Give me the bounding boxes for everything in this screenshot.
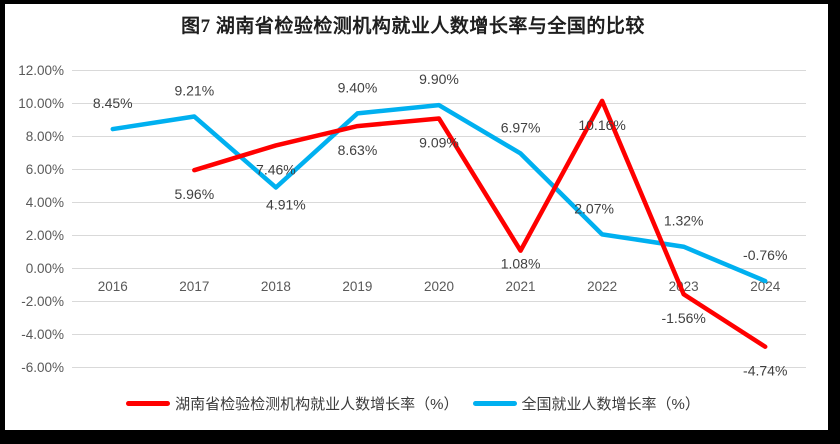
y-tick-label: 4.00% — [26, 195, 64, 210]
series-line-0 — [192, 98, 768, 349]
data-label: 9.21% — [174, 83, 214, 99]
y-tick-label: 6.00% — [26, 162, 64, 177]
x-tick-label: 2024 — [750, 279, 781, 294]
legend-item-hunan: 湖南省检验检测机构就业人数增长率（%） — [126, 393, 459, 414]
data-label: 6.97% — [501, 119, 541, 135]
y-tick-label: 12.00% — [18, 63, 64, 78]
y-tick-label: 2.00% — [26, 228, 64, 243]
data-label: 9.40% — [338, 79, 378, 95]
data-label: 8.45% — [93, 95, 133, 111]
data-label: 4.91% — [266, 196, 306, 212]
chart-title: 图7 湖南省检验检测机构就业人数增长率与全国的比较 — [181, 16, 645, 37]
data-label: 7.46% — [256, 161, 296, 177]
y-tick-label: -6.00% — [21, 360, 64, 375]
x-tick-label: 2022 — [587, 279, 617, 294]
data-label: 9.90% — [419, 71, 459, 87]
x-tick-label: 2023 — [669, 279, 699, 294]
legend-label-national: 全国就业人数增长率（%） — [521, 396, 700, 413]
data-label: 9.09% — [419, 135, 459, 151]
data-label: 1.32% — [664, 213, 704, 229]
data-label: 8.63% — [338, 142, 378, 158]
x-tick-label: 2019 — [342, 279, 372, 294]
data-label: 1.08% — [501, 256, 541, 272]
x-tick-label: 2020 — [424, 279, 454, 294]
y-tick-label: 10.00% — [18, 96, 64, 111]
series-line-1 — [110, 102, 768, 284]
data-label: -4.74% — [743, 363, 787, 379]
photo-border-bottom — [0, 430, 840, 444]
y-tick-label: 0.00% — [26, 261, 64, 276]
x-tick-label: 2021 — [506, 279, 536, 294]
y-tick-label: -2.00% — [21, 294, 64, 309]
data-label: 2.07% — [574, 200, 614, 216]
photo-border-top — [0, 0, 840, 4]
x-tick-label: 2017 — [179, 279, 209, 294]
x-tick-label: 2016 — [98, 279, 128, 294]
y-tick-label: -4.00% — [21, 327, 64, 342]
data-label: -1.56% — [661, 310, 705, 326]
x-tick-label: 2018 — [261, 279, 291, 294]
photo-border-left — [0, 0, 5, 444]
chart-legend: 湖南省检验检测机构就业人数增长率（%） 全国就业人数增长率（%） — [0, 393, 826, 414]
data-label: 10.16% — [578, 117, 625, 133]
legend-item-national: 全国就业人数增长率（%） — [472, 393, 700, 414]
y-tick-label: 8.00% — [26, 129, 64, 144]
legend-swatch-blue-line — [472, 401, 517, 406]
data-label: 5.96% — [174, 186, 214, 202]
legend-label-hunan: 湖南省检验检测机构就业人数增长率（%） — [175, 396, 459, 413]
photo-border-right — [828, 0, 840, 444]
legend-swatch-red-line — [126, 401, 171, 406]
data-label: -0.76% — [743, 247, 787, 263]
